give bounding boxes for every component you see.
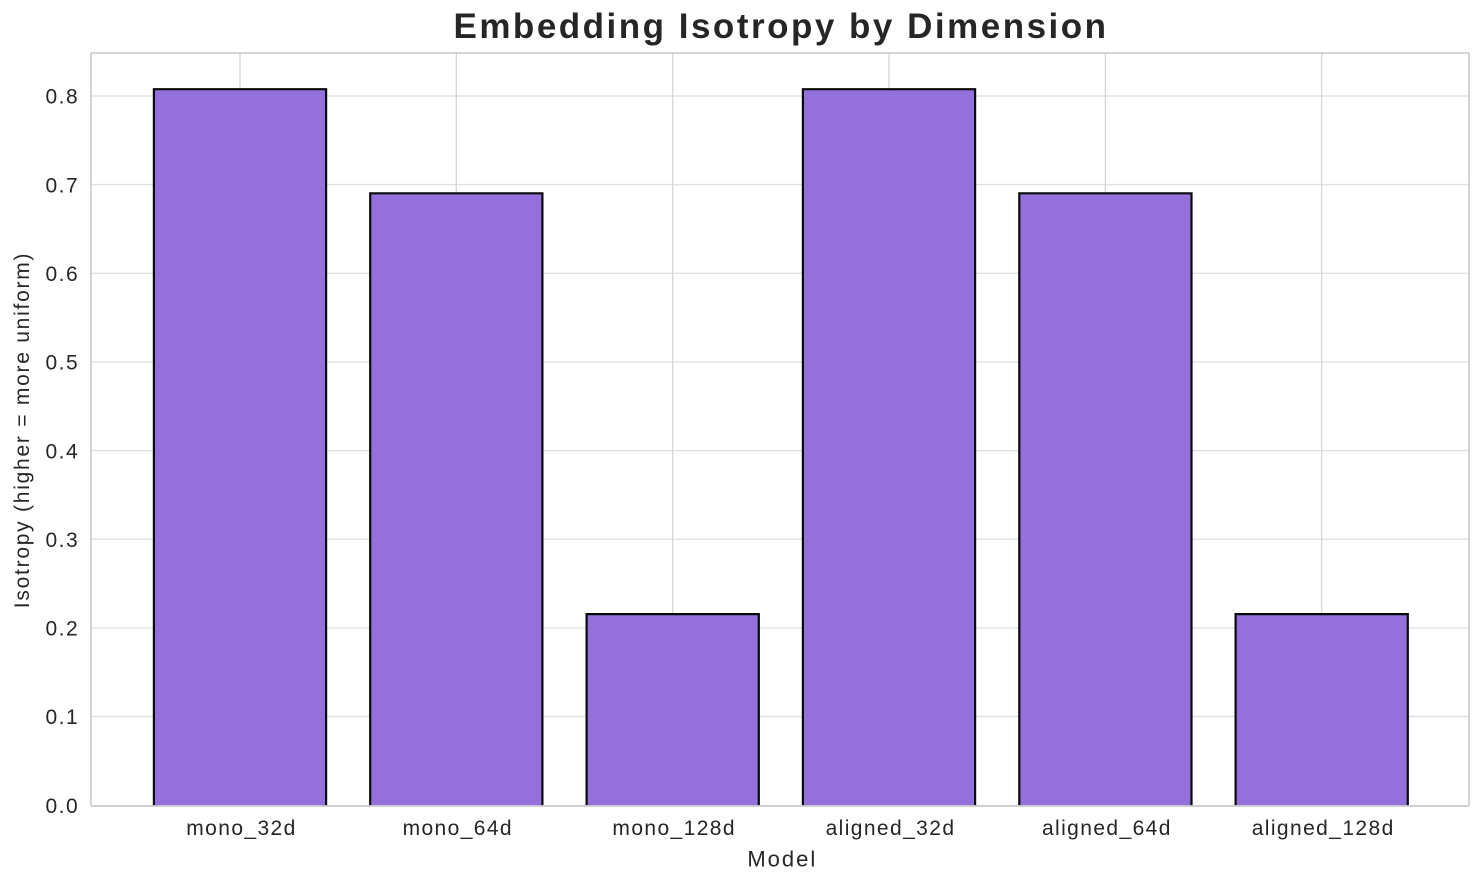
svg-text:aligned_64d: aligned_64d — [1042, 817, 1172, 840]
svg-text:0.1: 0.1 — [45, 706, 79, 729]
svg-text:0.8: 0.8 — [45, 86, 79, 109]
svg-text:0.6: 0.6 — [45, 263, 79, 286]
svg-text:0.2: 0.2 — [45, 618, 79, 641]
svg-text:0.3: 0.3 — [45, 529, 79, 552]
svg-text:0.7: 0.7 — [45, 174, 79, 197]
svg-text:0.0: 0.0 — [45, 795, 79, 818]
svg-text:mono_32d: mono_32d — [186, 817, 296, 840]
svg-text:0.5: 0.5 — [45, 352, 79, 375]
svg-text:Embedding Isotropy by Dimensio: Embedding Isotropy by Dimension — [453, 7, 1108, 46]
svg-text:mono_64d: mono_64d — [403, 817, 513, 840]
svg-text:Model: Model — [747, 846, 817, 871]
svg-text:Isotropy (higher = more unifor: Isotropy (higher = more uniform) — [11, 252, 34, 609]
svg-text:0.4: 0.4 — [45, 440, 79, 463]
svg-text:mono_128d: mono_128d — [612, 817, 736, 840]
svg-text:aligned_32d: aligned_32d — [826, 817, 956, 840]
svg-text:aligned_128d: aligned_128d — [1252, 817, 1395, 840]
